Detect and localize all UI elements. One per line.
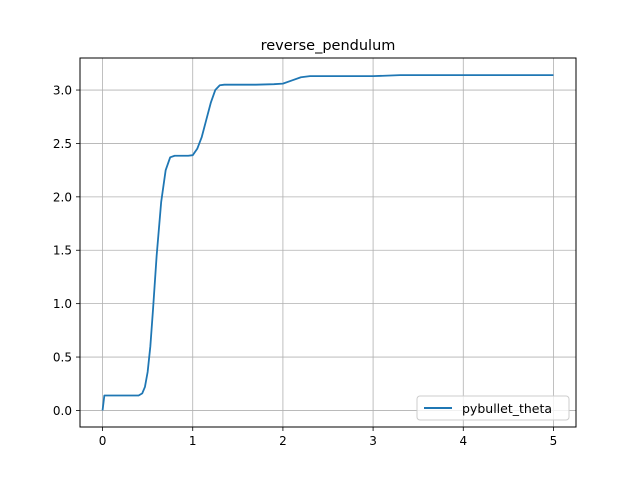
chart-title: reverse_pendulum: [261, 38, 396, 54]
y-tick-label: 1.0: [53, 297, 72, 311]
series-layer: [101, 74, 554, 411]
x-tick-label: 4: [459, 434, 467, 448]
legend-box: [416, 395, 570, 421]
x-tick-label: 0: [99, 434, 107, 448]
x-tick-label: 2: [279, 434, 287, 448]
x-tick-label: 5: [550, 434, 558, 448]
x-tick-label: 1: [189, 434, 197, 448]
y-tick-label: 0.0: [53, 404, 72, 418]
legend-label: pybullet_theta: [462, 401, 552, 416]
axis-ticks: 0 1 2 3 4 5 0.0 0.5 1.0 1.5 2.0 2.5 3.0: [53, 84, 557, 448]
y-tick-label: 1.5: [53, 244, 72, 258]
y-tick-label: 0.5: [53, 351, 72, 365]
legend: pybullet_theta: [416, 395, 570, 421]
plot-frame: [79, 57, 577, 428]
y-tick-label: 3.0: [53, 84, 72, 98]
series-line-pybullet_theta: [101, 74, 554, 411]
y-tick-label: 2.5: [53, 137, 72, 151]
grid-lines: [80, 58, 576, 427]
x-tick-label: 3: [369, 434, 377, 448]
y-tick-label: 2.0: [53, 190, 72, 204]
